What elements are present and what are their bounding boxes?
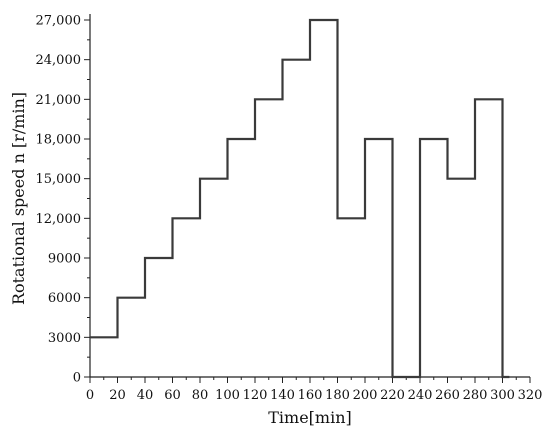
axes [89,14,530,378]
y-tick-label: 12,000 [36,212,82,227]
x-tick-label: 260 [435,388,460,403]
x-axis-title: Time[min] [268,408,352,427]
series-layer [90,18,510,379]
x-tick-label: 200 [353,388,378,403]
x-tick-label: 140 [270,388,295,403]
y-axis-title: Rotational speed n [r/min] [9,92,28,305]
x-tick-label: 160 [298,388,323,403]
x-tick-label: 280 [463,388,488,403]
x-tick-label: 20 [109,388,126,403]
x-tick-label: 240 [408,388,433,403]
x-tick-label: 320 [518,388,543,403]
series-line-0 [90,18,510,379]
y-tick-label: 21,000 [36,93,82,108]
y-ticks: 0 3000 6000 9000 12,000 15,000 18,000 21,000 24,… [36,14,90,386]
y-tick-label: 6000 [48,291,81,306]
y-tick-label: 15,000 [36,172,82,187]
x-ticks: 0 20 40 60 80 100 120 140 160 180 200 220 240 260 280 3… [86,377,543,403]
x-tick-label: 100 [215,388,240,403]
y-tick-label: 24,000 [36,53,82,68]
y-tick-label: 9000 [48,252,81,267]
x-tick-label: 180 [325,388,350,403]
y-tick-label: 0 [73,371,81,386]
x-tick-label: 300 [490,388,515,403]
x-tick-label: 120 [243,388,268,403]
x-tick-label: 220 [380,388,405,403]
x-tick-label: 60 [164,388,181,403]
x-tick-label: 80 [192,388,209,403]
x-tick-label: 40 [137,388,154,403]
y-tick-label: 27,000 [36,14,82,29]
y-tick-label: 18,000 [36,133,82,148]
x-tick-label: 0 [86,388,94,403]
y-tick-label: 3000 [48,331,81,346]
